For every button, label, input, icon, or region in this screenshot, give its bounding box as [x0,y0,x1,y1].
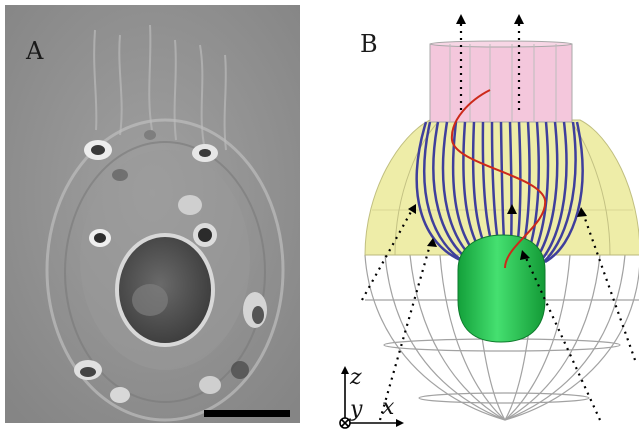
panel-a-micrograph [5,5,300,423]
flow-arrows [361,24,637,421]
arrow-heads [408,14,587,260]
axis-label-y: y [349,397,363,422]
axis-label-z: z [349,365,362,390]
flagellum [450,89,547,269]
panel-label-a: A [25,37,44,65]
axis-indicator [339,372,398,429]
green-body [457,234,546,343]
panel-b-model: z y x [339,14,639,429]
axis-label-x: x [382,395,395,420]
collar-cylinder [429,40,573,123]
granules [74,130,267,403]
cell-body [45,118,285,422]
scale-bar [204,410,290,417]
central-vacuole [115,233,215,347]
panel-label-b: B [360,30,378,58]
